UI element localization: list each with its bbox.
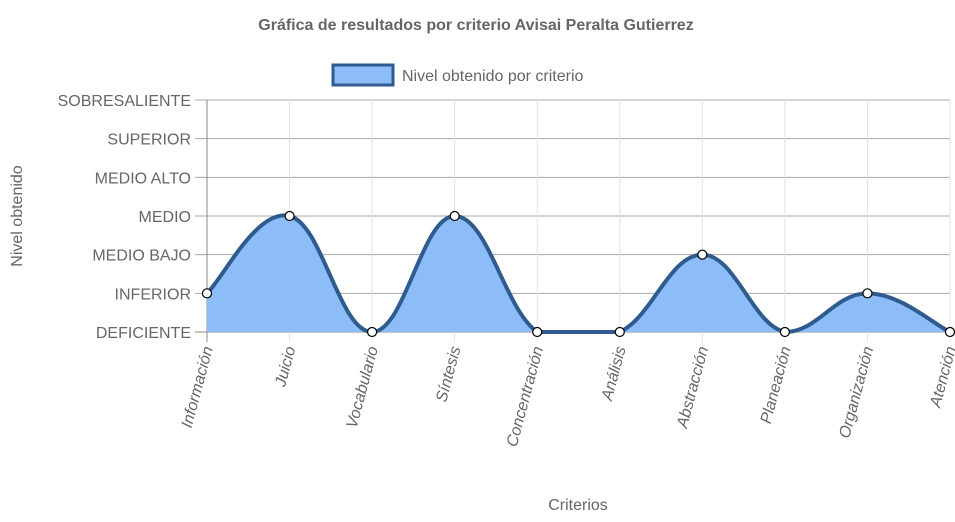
data-point-información[interactable] — [201, 288, 213, 299]
x-tick-label: Organización — [836, 345, 877, 441]
chart-title: Gráfica de resultados por criterio Avisa… — [258, 17, 693, 34]
legend-swatch[interactable] — [331, 63, 395, 87]
y-tick-label: MEDIO ALTO — [95, 170, 191, 187]
data-point-concentración[interactable] — [532, 326, 543, 338]
y-tick-label: MEDIO — [139, 209, 191, 226]
data-point-síntesis[interactable] — [449, 210, 460, 222]
x-tick-label: Información — [179, 345, 217, 430]
data-point-atención[interactable] — [944, 326, 955, 338]
legend-label[interactable]: Nivel obtenido por criterio — [402, 68, 584, 85]
data-area — [205, 213, 951, 335]
y-tick-label: SOBRESALIENTE — [58, 93, 191, 110]
series-area-fill — [207, 215, 950, 332]
y-tick-label: MEDIO BAJO — [92, 248, 191, 265]
x-tick-label: Análisis — [599, 345, 630, 404]
data-point-vocabulario[interactable] — [367, 326, 378, 338]
series-line — [205, 213, 951, 335]
x-axis-ticks: Información Juicio Vocabulario Síntesis Conc… — [179, 345, 955, 449]
y-axis-ticks: DEFICIENTE INFERIOR MEDIO BAJO MEDIO MEDIO A… — [58, 93, 191, 342]
data-point-juicio[interactable] — [284, 210, 295, 222]
data-points — [201, 210, 955, 338]
data-point-abstracción[interactable] — [697, 249, 708, 260]
y-tick-label: SUPERIOR — [107, 132, 191, 149]
y-tick-label: DEFICIENTE — [96, 325, 191, 342]
y-axis-title: Nivel obtenido — [9, 165, 26, 267]
y-tick-label: INFERIOR — [115, 286, 191, 303]
x-axis-title: Criterios — [548, 497, 608, 514]
x-tick-label: Síntesis — [433, 345, 464, 404]
x-tick-label: Atención — [927, 345, 955, 411]
legend[interactable]: Nivel obtenido por criterio — [331, 63, 584, 87]
x-tick-label: Juicio — [272, 345, 299, 390]
data-point-análisis[interactable] — [614, 326, 625, 338]
data-point-organización[interactable] — [862, 288, 873, 299]
x-tick-label: Concentración — [504, 345, 547, 449]
x-tick-label: Abstracción — [674, 345, 712, 431]
x-tick-label: Vocabulario — [344, 345, 382, 431]
data-point-planeación[interactable] — [779, 326, 790, 338]
x-tick-label: Planeación — [758, 345, 795, 426]
